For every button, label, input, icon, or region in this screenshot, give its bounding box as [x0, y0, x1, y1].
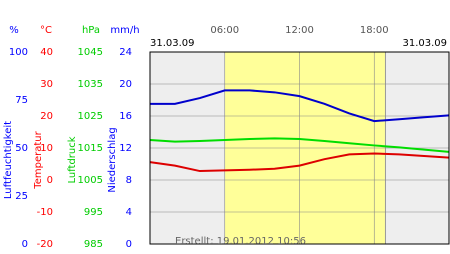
axis-title: Temperatur [33, 130, 44, 189]
y-tick-label: 985 [84, 239, 103, 250]
y-tick-label: 1025 [78, 111, 103, 122]
y-tick-label: 30 [40, 79, 53, 90]
y-tick-label: 100 [9, 47, 28, 58]
y-tick-label: 24 [119, 47, 132, 58]
y-tick-label: 0 [126, 239, 132, 250]
x-tick-label: 12:00 [285, 25, 314, 36]
x-tick-label: 06:00 [210, 25, 239, 36]
end-date: 31.03.09 [402, 38, 447, 49]
series-line [150, 89, 450, 123]
y-tick-label: 40 [40, 47, 53, 58]
y-tick-label: 0 [47, 175, 53, 186]
x-tick-label: 18:00 [360, 25, 389, 36]
axis-unit: hPa [82, 25, 100, 36]
axis-unit: mm/h [110, 25, 139, 36]
y-tick-label: 8 [126, 175, 132, 186]
y-tick-label: -20 [37, 239, 53, 250]
y-tick-label: 995 [84, 207, 103, 218]
y-tick-label: 1045 [78, 47, 103, 58]
axis-unit: °C [40, 25, 52, 36]
y-tick-label: 1005 [78, 175, 103, 186]
y-tick-label: 50 [15, 143, 28, 154]
axis-title: Luftdruck [67, 136, 78, 183]
start-date: 31.03.09 [150, 38, 195, 49]
y-tick-label: 75 [15, 95, 28, 106]
y-tick-label: 25 [15, 191, 28, 202]
y-tick-label: 10 [40, 143, 53, 154]
y-tick-label: 4 [126, 207, 132, 218]
y-tick-label: 20 [40, 111, 53, 122]
axis-title: Niederschlag [107, 127, 118, 192]
plot-border [149, 51, 450, 245]
axis-title: Luftfeuchtigkeit [3, 121, 14, 199]
y-tick-label: -10 [37, 207, 53, 218]
axis-unit: % [9, 25, 19, 36]
y-tick-label: 1015 [78, 143, 103, 154]
created-note: Erstellt: 19.01.2012 10:56 [175, 236, 306, 247]
y-tick-label: 12 [119, 143, 132, 154]
y-tick-label: 0 [22, 239, 28, 250]
y-tick-label: 1035 [78, 79, 103, 90]
y-tick-label: 16 [119, 111, 132, 122]
series-line [149, 152, 450, 173]
y-tick-label: 20 [119, 79, 132, 90]
series-line [149, 137, 450, 153]
